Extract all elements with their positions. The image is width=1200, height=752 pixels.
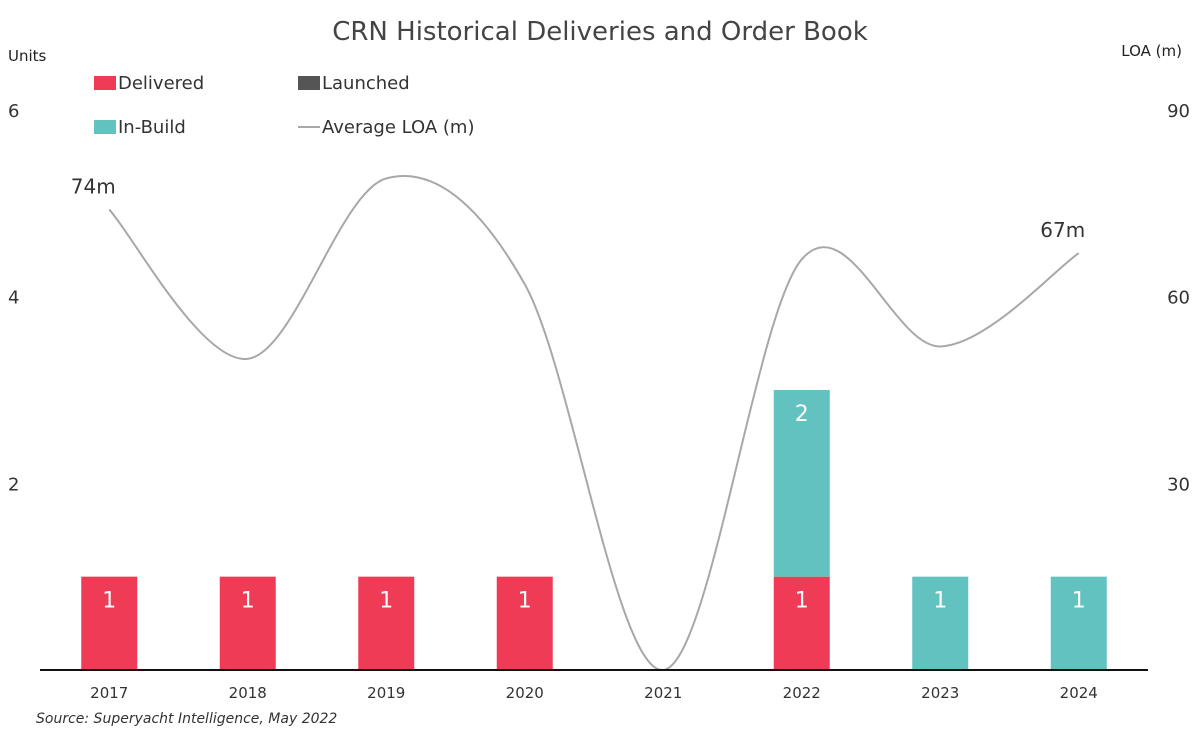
x-tick-label: 2021 [644, 684, 682, 702]
bar-delivered [358, 576, 415, 670]
line-annotation: 74m [71, 175, 116, 199]
y-axis-title-right: LOA (m) [1121, 42, 1182, 60]
legend-label: Delivered [118, 73, 204, 94]
x-tick-label: 2023 [921, 684, 959, 702]
bar-in-build [773, 390, 830, 577]
bar-value-label: 1 [518, 589, 532, 614]
bar-delivered [496, 576, 553, 670]
bar-delivered [773, 576, 830, 670]
bar-delivered [81, 576, 138, 670]
legend-label: Average LOA (m) [322, 117, 475, 138]
y-tick-left: 4 [8, 288, 19, 309]
y-tick-right: 60 [1167, 288, 1190, 309]
legend-swatch [94, 76, 116, 90]
y-tick-left: 6 [8, 101, 19, 122]
bar-value-label: 1 [933, 589, 947, 614]
y-tick-left: 2 [8, 474, 19, 495]
bars: 1 1 1 1 1 2 1 1 [81, 390, 1107, 670]
line-average-loa [108, 175, 1080, 672]
x-tick-label: 2024 [1060, 684, 1098, 702]
line-series: 74m 67m [71, 175, 1085, 672]
bar-in-build [912, 576, 969, 670]
bar-value-label: 1 [102, 589, 116, 614]
chart-title: CRN Historical Deliveries and Order Book [332, 17, 868, 47]
y-tick-right: 90 [1167, 101, 1190, 122]
legend-swatch [94, 120, 116, 134]
bar-value-label: 2 [795, 402, 809, 427]
x-tick-label: 2018 [229, 684, 267, 702]
bar-value-label: 1 [1072, 589, 1086, 614]
bar-value-label: 1 [795, 589, 809, 614]
y-tick-right: 30 [1167, 474, 1190, 495]
legend-swatch [298, 76, 320, 90]
x-tick-label: 2020 [506, 684, 544, 702]
source-note: Source: Superyacht Intelligence, May 202… [36, 711, 337, 727]
legend: Delivered Launched In-Build Average LOA (m) [94, 73, 475, 138]
x-tick-label: 2022 [783, 684, 821, 702]
axes: 2 4 6 30 60 90 2017 2018 2019 2020 2021 2022 2023 202… [8, 101, 1190, 702]
line-annotation: 67m [1040, 218, 1085, 242]
y-axis-title-left: Units [8, 47, 47, 65]
x-tick-label: 2017 [90, 684, 128, 702]
legend-label: In-Build [118, 117, 186, 138]
bar-in-build [1050, 576, 1107, 670]
bar-delivered [219, 576, 276, 670]
bar-value-label: 1 [241, 589, 255, 614]
legend-label: Launched [322, 73, 410, 94]
x-tick-label: 2019 [367, 684, 405, 702]
bar-value-label: 1 [379, 589, 393, 614]
